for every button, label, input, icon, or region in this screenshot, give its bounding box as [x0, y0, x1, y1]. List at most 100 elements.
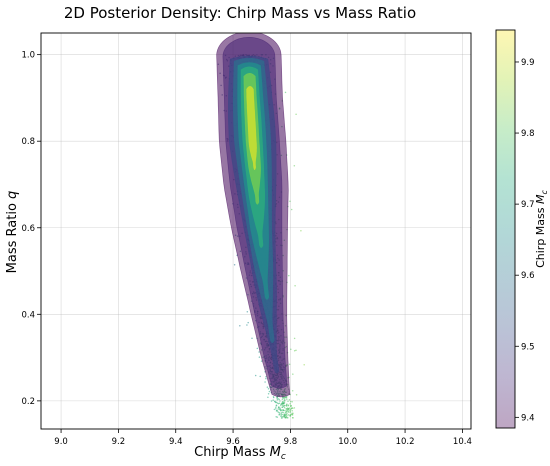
scatter-point	[289, 415, 292, 417]
colorbar-label-text: Chirp Mass	[534, 204, 547, 268]
scatter-point	[287, 417, 289, 419]
y-axis-label: Mass Ratio q	[5, 191, 20, 274]
scatter-point	[281, 406, 284, 409]
y-axis-label-symbol: q	[5, 191, 20, 199]
colorbar-label-symbol: M	[534, 194, 547, 204]
scatter-point	[285, 411, 287, 413]
scatter-point	[277, 408, 279, 410]
scatter-point	[254, 374, 257, 377]
x-tick-label: 9.4	[169, 437, 183, 447]
scatter-point	[285, 408, 288, 410]
x-tick-label: 10.2	[396, 437, 415, 447]
scatter-point	[278, 402, 281, 405]
scatter-point	[285, 404, 287, 407]
scatter-point	[289, 409, 291, 411]
density-contours	[216, 33, 291, 398]
scatter-point	[268, 390, 271, 393]
colorbar-tick-label: 9.6	[521, 271, 535, 281]
scatter-point	[290, 405, 293, 407]
scatter-point	[278, 408, 281, 410]
scatter-point	[293, 164, 296, 167]
scatter-point	[267, 387, 270, 390]
scatter-point	[293, 350, 296, 352]
scatter-point	[287, 405, 289, 407]
scatter-point	[275, 406, 277, 409]
x-axis-label-symbol: M	[270, 445, 281, 460]
scatter-point	[288, 363, 291, 366]
scatter-point	[267, 396, 269, 399]
scatter-point	[278, 413, 281, 416]
scatter-point	[292, 373, 294, 375]
scatter-point	[286, 398, 288, 400]
scatter-point	[295, 394, 298, 396]
scatter-point	[280, 412, 282, 414]
scatter-point	[283, 406, 286, 409]
scatter-point	[281, 403, 284, 405]
colorbar-label-subscript: c	[540, 190, 549, 195]
scatter-point	[287, 408, 289, 410]
chart-title: 2D Posterior Density: Chirp Mass vs Mass…	[64, 4, 416, 22]
scatter-point	[286, 415, 288, 417]
scatter-point	[283, 404, 286, 407]
x-axis-ticks: 9.0 9.2 9.4 9.6 9.8 10.0 10.2 10.4	[54, 429, 472, 447]
scatter-point	[278, 406, 280, 408]
scatter-point	[281, 411, 283, 413]
scatter-point	[300, 230, 302, 232]
scatter-point	[290, 407, 292, 410]
scatter-point	[283, 415, 286, 418]
scatter-point	[239, 324, 241, 327]
scatter-point	[291, 401, 293, 403]
scatter-point	[265, 377, 267, 380]
scatter-point	[277, 397, 279, 400]
scatter-point	[264, 381, 266, 383]
scatter-point	[256, 347, 259, 350]
x-axis-label-subscript: c	[281, 452, 286, 462]
scatter-point	[276, 416, 279, 418]
x-tick-label: 9.0	[54, 437, 68, 447]
scatter-point	[246, 324, 248, 326]
scatter-point	[295, 349, 297, 351]
scatter-point	[280, 415, 282, 417]
scatter-point	[258, 356, 261, 358]
scatter-point	[265, 375, 267, 378]
colorbar-tick-label: 9.9	[521, 58, 535, 68]
scatter-point	[251, 337, 253, 339]
scatter-point	[246, 310, 249, 313]
y-axis-label-text: Mass Ratio	[5, 199, 20, 273]
scatter-point	[280, 404, 282, 407]
scatter-point	[281, 398, 284, 401]
scatter-point	[287, 410, 289, 412]
scatter-point	[281, 417, 283, 419]
scatter-point	[281, 401, 284, 403]
colorbar-tick-label: 9.4	[521, 413, 535, 423]
scatter-point	[281, 413, 283, 416]
colorbar-tick-label: 9.8	[521, 129, 535, 139]
scatter-point	[279, 400, 281, 402]
scatter-point	[270, 400, 273, 402]
scatter-point	[289, 410, 291, 413]
colorbar-frame	[495, 29, 516, 429]
scatter-point	[287, 400, 289, 402]
x-axis-label: Chirp Mass Mc	[194, 445, 286, 462]
colorbar-tick-label: 9.7	[521, 200, 535, 210]
scatter-point	[288, 399, 291, 401]
scatter-point	[282, 396, 284, 399]
scatter-point	[266, 386, 269, 388]
scatter-point	[287, 414, 290, 416]
x-tick-label: 9.8	[284, 437, 298, 447]
scatter-point	[284, 91, 287, 94]
scatter-point	[233, 264, 236, 266]
density-contour-level	[246, 86, 257, 171]
scatter-point	[272, 396, 275, 399]
scatter-point	[295, 113, 297, 115]
y-axis-ticks: 0.2 0.4 0.6 0.8 1.0	[21, 51, 41, 407]
scatter-point	[291, 416, 294, 419]
scatter-point	[275, 410, 278, 412]
scatter-point	[286, 403, 288, 405]
plot-frame	[40, 32, 472, 430]
colorbar-ticks: 9.4 9.5 9.6 9.7 9.8 9.9	[515, 58, 535, 423]
scatter-point	[284, 399, 286, 401]
scatter-point	[259, 375, 261, 378]
colorbar-tick-label: 9.5	[521, 342, 535, 352]
